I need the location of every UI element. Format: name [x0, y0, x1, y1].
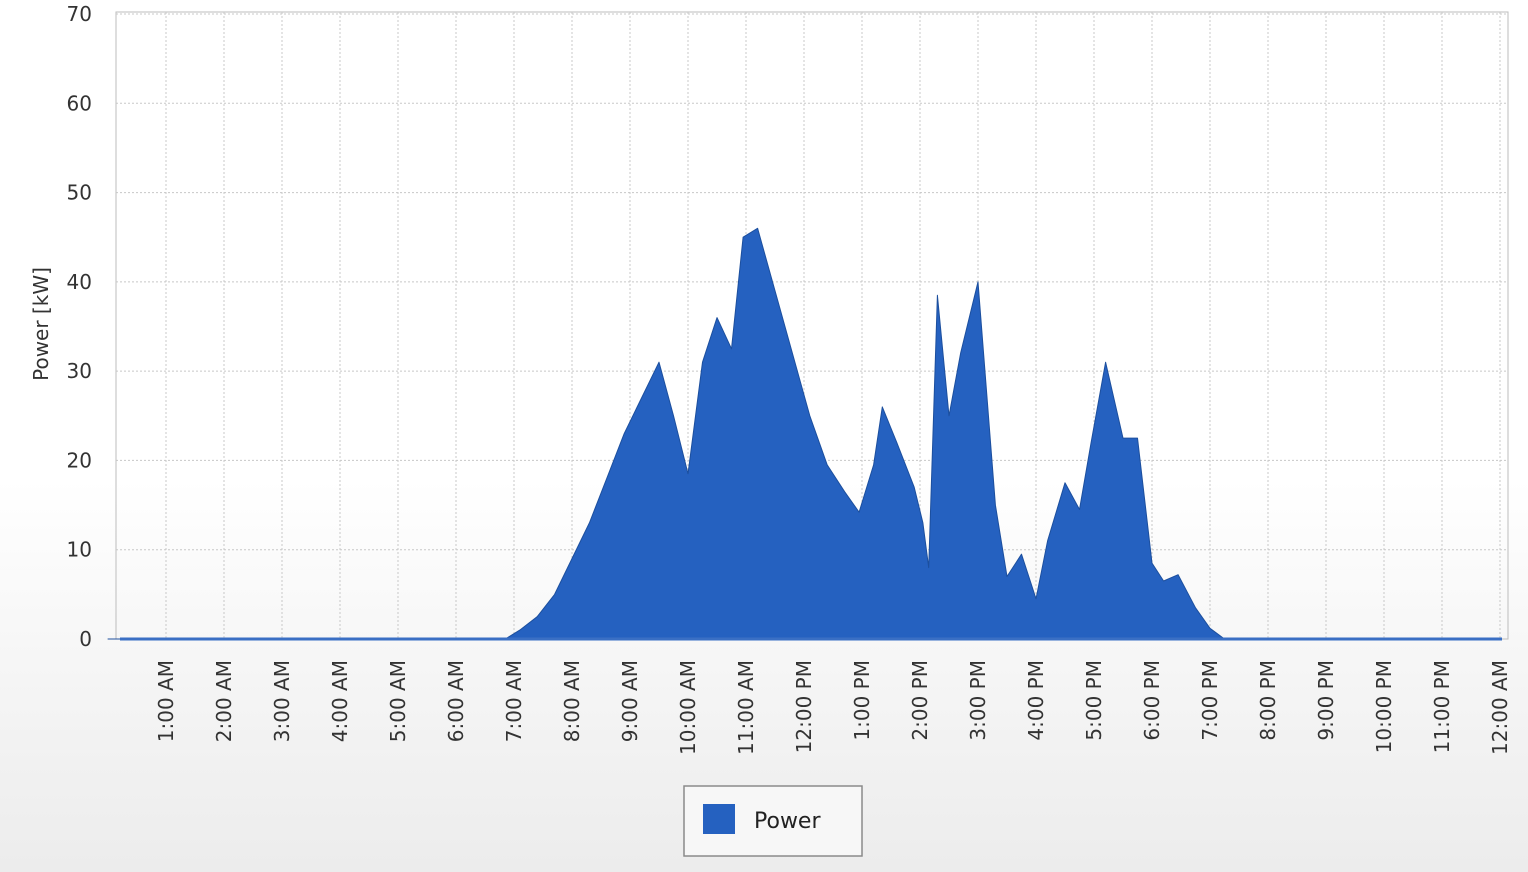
- x-tick-label: 12:00 AM: [1488, 660, 1512, 755]
- x-tick-label: 2:00 AM: [212, 660, 236, 742]
- x-tick-label: 4:00 PM: [1024, 660, 1048, 741]
- x-tick-label: 7:00 AM: [502, 660, 526, 742]
- x-tick-label: 9:00 PM: [1314, 660, 1338, 741]
- x-tick-label: 5:00 PM: [1082, 660, 1106, 741]
- x-tick-label: 6:00 PM: [1140, 660, 1164, 741]
- legend-label-power: Power: [754, 809, 821, 834]
- legend-swatch: [703, 804, 735, 834]
- series-layer: [107, 227, 1502, 641]
- series-area-power: [107, 227, 1501, 640]
- legend[interactable]: Power: [683, 785, 863, 857]
- x-tick-label: 2:00 PM: [908, 660, 932, 741]
- x-tick-label: 11:00 PM: [1430, 660, 1454, 753]
- x-tick-label: 3:00 PM: [966, 660, 990, 741]
- x-tick-label: 7:00 PM: [1198, 660, 1222, 741]
- x-tick-label: 12:00 PM: [792, 660, 816, 753]
- x-tick-label: 6:00 AM: [444, 660, 468, 742]
- x-tick-label: 4:00 AM: [328, 660, 352, 742]
- x-tick-label: 3:00 AM: [270, 660, 294, 742]
- x-axis-ticks: 1:00 AM 2:00 AM 3:00 AM 4:00 AM 5:00 AM 6:00 …: [154, 660, 1512, 755]
- x-tick-label: 11:00 AM: [734, 660, 758, 755]
- y-tick-label: 60: [67, 91, 92, 115]
- x-tick-label: 1:00 AM: [154, 660, 178, 742]
- y-tick-label: 40: [67, 270, 92, 294]
- x-tick-label: 8:00 AM: [560, 660, 584, 742]
- y-tick-label: 50: [67, 181, 92, 205]
- x-tick-label: 10:00 PM: [1372, 660, 1396, 753]
- y-axis-ticks: 0 10 20 30 40 50 60 70: [67, 2, 92, 651]
- y-tick-label: 20: [67, 448, 92, 472]
- x-tick-label: 9:00 AM: [618, 660, 642, 742]
- y-tick-label: 10: [67, 538, 92, 562]
- y-tick-label: 70: [67, 2, 92, 26]
- grid: [115, 11, 1509, 640]
- y-tick-label: 30: [67, 359, 92, 383]
- x-tick-label: 5:00 AM: [386, 660, 410, 742]
- y-tick-label: 0: [79, 627, 92, 651]
- x-tick-label: 8:00 PM: [1256, 660, 1280, 741]
- x-tick-label: 10:00 AM: [676, 660, 700, 755]
- x-tick-label: 1:00 PM: [850, 660, 874, 741]
- y-axis-title: Power [kW]: [29, 267, 53, 381]
